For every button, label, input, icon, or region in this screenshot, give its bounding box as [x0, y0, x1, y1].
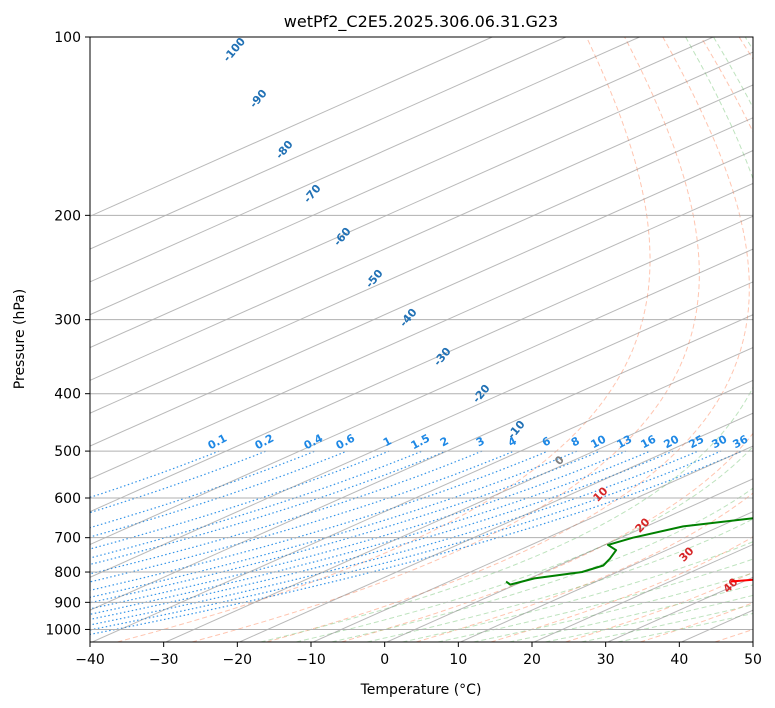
isotherm-line — [90, 37, 714, 316]
dry-adiabat-line — [266, 37, 750, 642]
isotherm-line — [90, 37, 640, 283]
isotherm-line — [165, 379, 753, 642]
dewpoint-profile-line — [505, 517, 753, 586]
moist-adiabat-line — [545, 594, 753, 642]
y-axis-label: Pressure (hPa) — [12, 289, 28, 389]
y-tick-label: 400 — [54, 387, 81, 403]
isotherm-line — [90, 117, 753, 414]
isotherm-line — [92, 346, 753, 642]
y-tick-label: 200 — [54, 208, 81, 224]
dry-adiabat-line — [191, 37, 700, 642]
mixing-ratio-label: 13 — [615, 433, 635, 452]
mixing-ratio-label: 25 — [687, 433, 707, 452]
y-tick-label: 1000 — [45, 622, 81, 638]
x-axis-ticks: −40 −30 −20 −10 0 10 20 30 40 50 — [75, 642, 762, 668]
isotherm-line — [90, 248, 753, 546]
isotherm-line — [460, 511, 753, 642]
isotherm-line — [386, 478, 753, 642]
isotherms — [90, 37, 753, 642]
x-tick-label: −30 — [149, 652, 179, 668]
y-tick-label: 600 — [54, 491, 81, 507]
isotherm-line — [90, 281, 753, 578]
x-tick-label: 50 — [744, 652, 762, 668]
mixing-ratio-label: 20 — [662, 432, 682, 451]
mixing-ratio-label: 36 — [731, 432, 751, 451]
y-axis-ticks: 100 200 300 400 500 600 700 800 900 1000 — [45, 30, 90, 638]
mixing-ratio-label: 10 — [589, 432, 609, 451]
isotherm-line — [90, 51, 753, 349]
dry-adiabat-line — [490, 536, 753, 642]
x-tick-label: 10 — [449, 652, 467, 668]
plot-area: 0.1 0.2 0.4 0.6 1 1.5 2 3 4 6 8 10 13 16 20 25 30 36-100-… — [90, 37, 753, 642]
mixing-ratio-line — [90, 450, 483, 575]
x-tick-label: 0 — [380, 652, 389, 668]
pressure-gridlines — [90, 37, 753, 630]
mixing-ratio-line — [90, 450, 601, 604]
moist-adiabat-line — [296, 37, 753, 642]
mixing-ratio-label: 30 — [710, 432, 730, 451]
mixing-ratio-line — [90, 450, 699, 626]
moist-adiabat-line — [331, 37, 753, 642]
x-tick-label: 40 — [670, 652, 688, 668]
y-tick-label: 100 — [54, 30, 81, 46]
mixing-ratio-line — [90, 450, 549, 591]
plot-frame — [89, 36, 754, 643]
moist-adiabat-line — [402, 541, 753, 642]
dry-adiabat-line — [416, 37, 753, 642]
x-tick-label: 20 — [523, 652, 541, 668]
mixing-ratio-line — [90, 450, 627, 610]
moist-adiabat-line — [260, 37, 753, 642]
y-tick-label: 300 — [54, 313, 81, 329]
isotherm-line — [90, 215, 753, 513]
profile-series — [505, 517, 753, 586]
x-tick-label: −10 — [296, 652, 326, 668]
isotherm-line — [239, 412, 753, 642]
isotherm-line — [90, 37, 493, 217]
moist-adiabats — [260, 37, 753, 642]
isotherm-line — [90, 182, 753, 480]
mixing-ratio-line — [90, 450, 743, 636]
isotherm-line — [90, 314, 753, 611]
mixing-ratio-line — [90, 450, 423, 559]
mixing-ratio-line — [90, 450, 651, 615]
dry-adiabat-line — [117, 37, 651, 642]
chart-title: wetPf2_C2E5.2025.306.06.31.G23 — [284, 12, 558, 32]
moist-adiabat-line — [473, 572, 753, 642]
x-axis-label: Temperature (°C) — [360, 682, 482, 698]
y-tick-label: 900 — [54, 595, 81, 611]
isotherm-line — [90, 37, 567, 250]
y-tick-label: 500 — [54, 444, 81, 460]
isotherm-line — [90, 150, 753, 447]
y-tick-label: 800 — [54, 565, 81, 581]
x-tick-label: −40 — [75, 652, 105, 668]
x-tick-label: −20 — [223, 652, 253, 668]
mixing-ratio-line — [90, 450, 722, 631]
x-tick-label: 30 — [597, 652, 615, 668]
mixing-ratio-label: 16 — [639, 432, 659, 451]
y-tick-label: 700 — [54, 531, 81, 547]
isotherm-line — [313, 445, 753, 642]
isotherm-line — [90, 84, 753, 381]
